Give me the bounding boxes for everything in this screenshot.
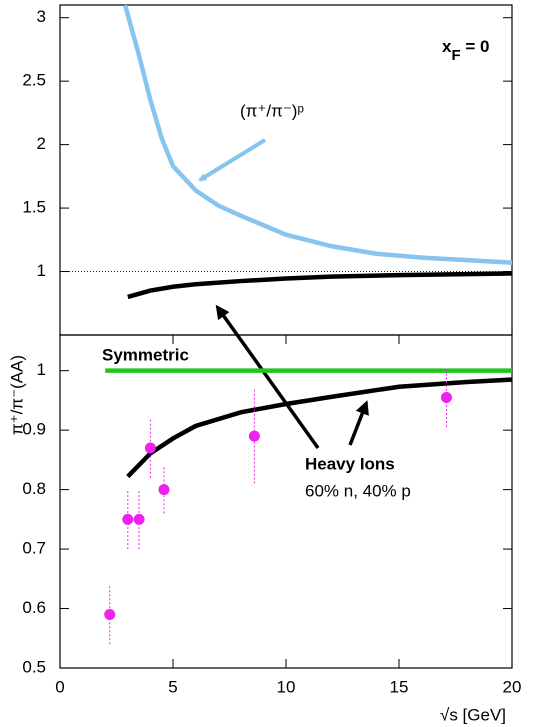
y-tick-label: 1.5 (22, 198, 46, 217)
y-tick-label: 2 (37, 134, 46, 153)
x-tick-label: 10 (277, 677, 296, 696)
annotation: (π⁺/π⁻)ᵖ (240, 101, 304, 120)
line-series (122, 5, 512, 265)
data-point (144, 442, 156, 454)
y-tick-label: 3 (37, 7, 46, 26)
data-point (158, 484, 170, 496)
y-tick-label: 0.8 (22, 479, 46, 498)
x-tick-label: 5 (168, 677, 177, 696)
y-tick-label: 0.7 (22, 539, 46, 558)
annotation: 60% n, 40% p (305, 481, 411, 500)
x-tick-label: 0 (55, 677, 64, 696)
y-tick-label: 0.9 (22, 420, 46, 439)
annotation: xF = 0 (442, 37, 489, 63)
y-tick-label: 2.5 (22, 71, 46, 90)
annotation: Symmetric (102, 345, 189, 364)
y-tick-label: 0.6 (22, 598, 46, 617)
data-point (122, 513, 134, 525)
data-point (133, 513, 145, 525)
x-tick-label: 20 (503, 677, 522, 696)
y-tick-label: 1 (37, 261, 46, 280)
x-axis-label: √s [GeV] (440, 705, 506, 724)
arrow (348, 400, 369, 446)
data-point (440, 391, 452, 403)
arrow (198, 138, 267, 182)
annotation-part: x (442, 37, 452, 56)
line-series (126, 377, 512, 479)
y-tick-label: 1 (37, 360, 46, 379)
y-axis-label: π⁺/π⁻(AA) (7, 355, 26, 435)
data-point (104, 608, 116, 620)
arrow (215, 304, 320, 450)
x-tick-label: 15 (390, 677, 409, 696)
annotation-part: = 0 (461, 37, 490, 56)
line-series (127, 271, 512, 300)
annotation-part: F (451, 47, 460, 64)
y-tick-label: 0.5 (22, 657, 46, 676)
annotation: Heavy Ions (305, 454, 395, 473)
data-point (248, 430, 260, 442)
